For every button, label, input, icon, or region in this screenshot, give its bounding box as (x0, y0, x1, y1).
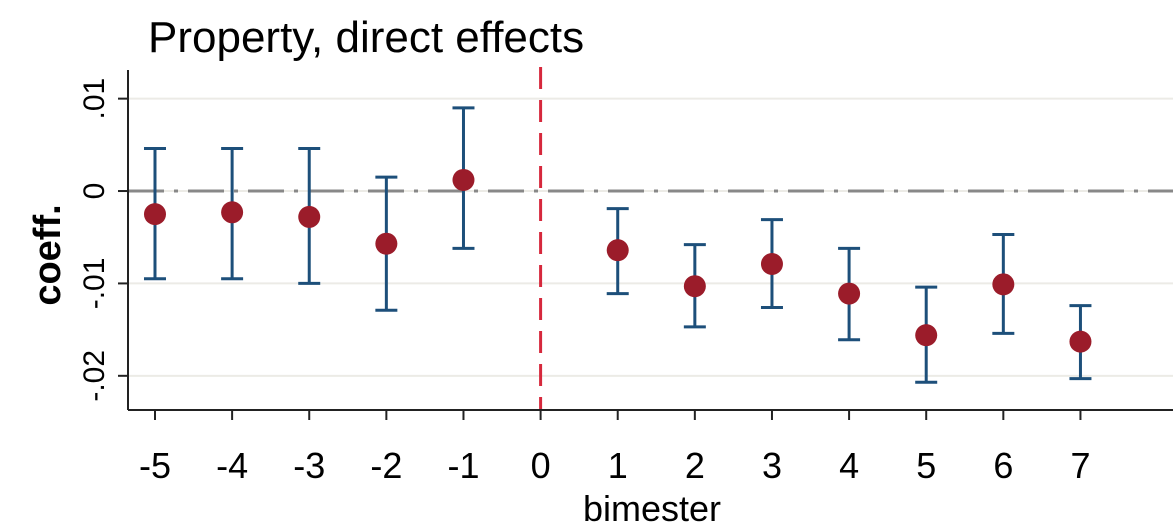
x-tick-label: 1 (608, 445, 628, 486)
x-tick-label: 3 (762, 445, 782, 486)
point-estimate (915, 324, 938, 347)
x-tick-label: -3 (293, 445, 325, 486)
reference-lines (128, 67, 1173, 410)
point-estimate (992, 273, 1015, 296)
point-estimate (452, 168, 475, 191)
point-estimate (143, 203, 166, 226)
x-tick-label: -1 (447, 445, 479, 486)
point-estimate (298, 205, 321, 228)
chart-title: Property, direct effects (148, 13, 584, 62)
x-tick-label: -2 (370, 445, 402, 486)
y-tick-label: -.02 (78, 350, 111, 402)
x-tick-label: -5 (139, 445, 171, 486)
point-estimate (606, 239, 629, 262)
x-tick-label: 7 (1070, 445, 1090, 486)
x-tick-label: 5 (916, 445, 936, 486)
y-axis-label: coeff. (27, 204, 69, 305)
y-tick-label: .01 (78, 78, 111, 120)
point-estimate (838, 282, 861, 305)
x-tick-label: 6 (993, 445, 1013, 486)
x-tick-labels: -5 -4 -3 -2 -1 0 1 2 3 4 5 6 7 (139, 445, 1090, 486)
point-estimate (375, 232, 398, 255)
x-tick-label: 4 (839, 445, 859, 486)
point-estimate (221, 201, 244, 224)
point-estimate (760, 253, 783, 276)
y-tick-label: 0 (78, 183, 111, 200)
point-estimate (683, 275, 706, 298)
x-tick-label: 0 (531, 445, 551, 486)
gridlines (128, 97, 1173, 377)
x-tick-label: 2 (685, 445, 705, 486)
point-estimates (143, 168, 1092, 353)
point-estimate (1069, 330, 1092, 353)
x-axis-label: bimester (583, 488, 721, 526)
y-tick-label: -.01 (78, 258, 111, 310)
x-tick-label: -4 (216, 445, 248, 486)
y-tick-labels: .01 0 -.01 -.02 (78, 78, 111, 402)
axes (118, 70, 1173, 420)
